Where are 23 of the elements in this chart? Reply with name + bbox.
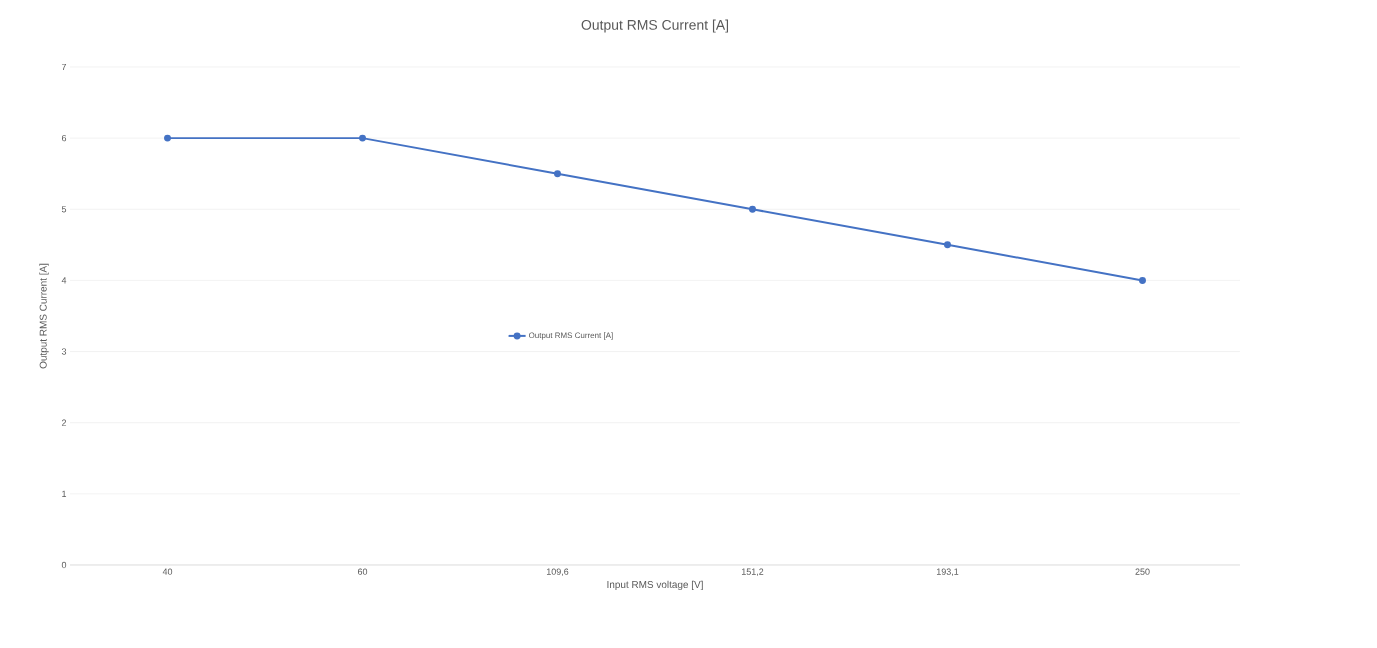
x-tick-label: 109,6 <box>546 568 569 576</box>
y-tick-label: 5 <box>61 206 67 213</box>
point <box>749 205 756 213</box>
x-axis-title: Input RMS voltage [V] <box>607 580 703 591</box>
x-tick-label: 40 <box>162 568 173 575</box>
y-tick-label: 7 <box>61 63 67 71</box>
x-tick-label: 193,1 <box>936 568 959 576</box>
y-tick-label: 6 <box>61 134 67 142</box>
x-tick-label: 151,2 <box>741 568 764 576</box>
chart-title: Output RMS Current [A] <box>581 19 729 33</box>
point <box>359 134 366 142</box>
y-tick-label: 1 <box>62 490 67 497</box>
point <box>164 134 171 142</box>
point <box>554 170 561 178</box>
y-tick-label: 4 <box>61 277 67 284</box>
point <box>944 241 951 249</box>
y-tick-label: 3 <box>61 348 67 355</box>
point <box>1138 276 1146 284</box>
x-tick-label: 250 <box>1135 568 1150 575</box>
y-tick-label: 0 <box>61 561 67 569</box>
y-tick-label: 2 <box>61 419 67 426</box>
x-tick-label: 60 <box>357 568 368 575</box>
y-axis-title: Output RMS Current [A] <box>39 263 49 369</box>
